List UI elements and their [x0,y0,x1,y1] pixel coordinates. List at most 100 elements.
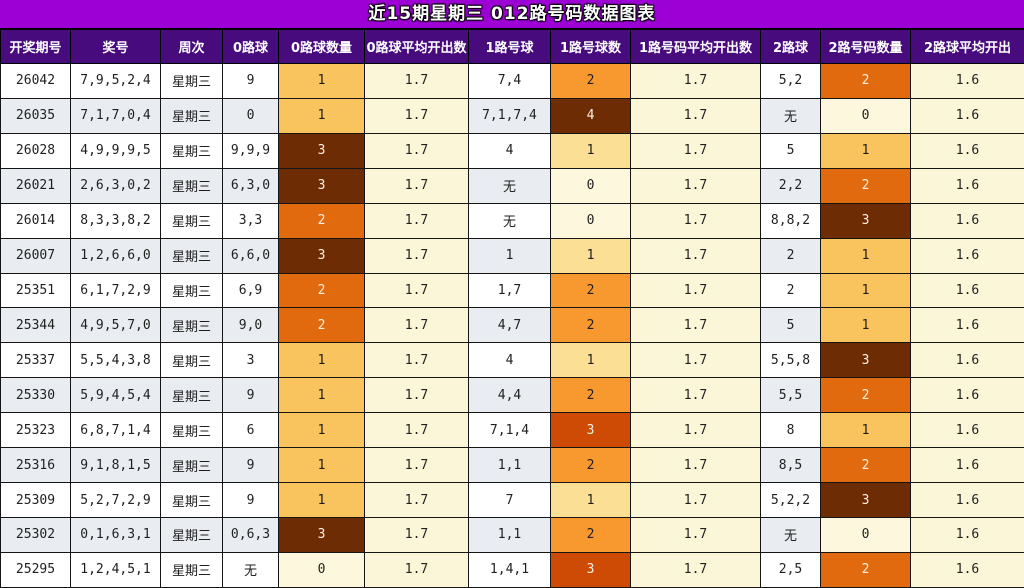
cell-road2-balls: 5,2,2 [760,482,821,518]
cell-winning-numbers: 1,2,6,6,0 [70,237,161,274]
column-header: 1路号码平均开出数 [630,29,761,64]
cell-road0-count: 3 [278,516,365,553]
table-row: 26014 8,3,3,8,2 星期三 3,3 2 1.7 无 0 1.7 8,8,2 3 1.6 [0,202,1024,239]
cell-road0-balls: 9 [222,482,279,518]
cell-road2-count: 1 [820,412,911,449]
cell-road2-balls: 无 [760,97,821,134]
table-body: 26042 7,9,5,2,4 星期三 9 1 1.7 7,4 2 1.7 5,2 2 1.6 2603… [0,63,1024,588]
cell-weekday: 星期三 [160,412,223,449]
cell-road2-average: 1.6 [910,63,1024,99]
cell-issue-number: 26028 [0,132,71,169]
cell-road1-count: 1 [550,342,631,379]
column-header: 1路号球数 [550,29,631,64]
cell-road0-average: 1.7 [364,482,469,518]
cell-road2-count: 3 [820,482,911,518]
cell-road0-balls: 6 [222,412,279,449]
cell-road1-balls: 1,7 [468,272,551,309]
cell-road0-average: 1.7 [364,63,469,99]
cell-road0-average: 1.7 [364,447,469,484]
cell-issue-number: 25295 [0,551,71,588]
cell-issue-number: 26035 [0,97,71,134]
cell-road0-count: 3 [278,237,365,274]
cell-weekday: 星期三 [160,377,223,414]
table-row: 25337 5,5,4,3,8 星期三 3 1 1.7 4 1 1.7 5,5,8 3 1.6 [0,342,1024,379]
cell-road1-balls: 7,4 [468,63,551,99]
cell-road1-balls: 4 [468,342,551,379]
cell-road1-average: 1.7 [630,342,761,379]
cell-winning-numbers: 1,2,4,5,1 [70,551,161,588]
cell-road1-count: 1 [550,237,631,274]
cell-issue-number: 25302 [0,516,71,553]
cell-road1-balls: 4,7 [468,307,551,344]
cell-road1-average: 1.7 [630,551,761,588]
cell-road2-average: 1.6 [910,377,1024,414]
table-row: 25351 6,1,7,2,9 星期三 6,9 2 1.7 1,7 2 1.7 2 1 1.6 [0,272,1024,309]
cell-road1-balls: 1 [468,237,551,274]
cell-road0-count: 0 [278,551,365,588]
cell-winning-numbers: 0,1,6,3,1 [70,516,161,553]
cell-weekday: 星期三 [160,237,223,274]
table-row: 26042 7,9,5,2,4 星期三 9 1 1.7 7,4 2 1.7 5,2 2 1.6 [0,63,1024,99]
cell-road1-balls: 1,4,1 [468,551,551,588]
cell-road1-balls: 1,1 [468,516,551,553]
cell-road0-count: 2 [278,307,365,344]
cell-road0-balls: 6,9 [222,272,279,309]
cell-road1-count: 0 [550,202,631,239]
cell-road0-average: 1.7 [364,307,469,344]
cell-issue-number: 26042 [0,63,71,99]
cell-road1-average: 1.7 [630,272,761,309]
cell-road1-balls: 无 [468,202,551,239]
cell-winning-numbers: 5,9,4,5,4 [70,377,161,414]
cell-winning-numbers: 5,5,4,3,8 [70,342,161,379]
cell-winning-numbers: 6,8,7,1,4 [70,412,161,449]
cell-road2-count: 2 [820,377,911,414]
cell-road0-balls: 9 [222,377,279,414]
cell-road0-count: 2 [278,272,365,309]
table-row: 25323 6,8,7,1,4 星期三 6 1 1.7 7,1,4 3 1.7 8 1 1.6 [0,412,1024,449]
cell-road1-count: 1 [550,132,631,169]
column-header: 奖号 [70,29,161,64]
cell-road1-count: 4 [550,97,631,134]
cell-road0-average: 1.7 [364,412,469,449]
page-title: 近15期星期三 012路号码数据图表 [0,0,1024,29]
cell-issue-number: 25309 [0,482,71,518]
cell-road2-count: 2 [820,167,911,204]
table-row: 25330 5,9,4,5,4 星期三 9 1 1.7 4,4 2 1.7 5,5 2 1.6 [0,377,1024,414]
cell-road0-balls: 0,6,3 [222,516,279,553]
cell-road2-count: 3 [820,202,911,239]
cell-road1-average: 1.7 [630,132,761,169]
cell-road0-balls: 9 [222,447,279,484]
cell-weekday: 星期三 [160,516,223,553]
table-row: 25295 1,2,4,5,1 星期三无 0 1.7 1,4,1 3 1.7 2,5 2 1.6 [0,551,1024,588]
cell-road1-balls: 7 [468,482,551,518]
cell-road2-balls: 2 [760,272,821,309]
cell-road1-average: 1.7 [630,482,761,518]
cell-road2-average: 1.6 [910,132,1024,169]
cell-road1-average: 1.7 [630,377,761,414]
cell-road0-count: 1 [278,447,365,484]
cell-issue-number: 25337 [0,342,71,379]
cell-issue-number: 26007 [0,237,71,274]
cell-road1-count: 2 [550,272,631,309]
cell-road1-average: 1.7 [630,202,761,239]
cell-road2-average: 1.6 [910,202,1024,239]
cell-road0-average: 1.7 [364,377,469,414]
table-row: 25344 4,9,5,7,0 星期三 9,0 2 1.7 4,7 2 1.7 5 1 1.6 [0,307,1024,344]
cell-road2-balls: 2 [760,237,821,274]
cell-road2-balls: 5,5 [760,377,821,414]
cell-road1-count: 2 [550,63,631,99]
cell-road2-balls: 2,5 [760,551,821,588]
cell-road0-count: 1 [278,377,365,414]
column-header: 0路球数量 [278,29,365,64]
cell-road0-average: 1.7 [364,167,469,204]
cell-road1-average: 1.7 [630,167,761,204]
cell-road1-count: 0 [550,167,631,204]
cell-road0-average: 1.7 [364,516,469,553]
cell-road2-balls: 8 [760,412,821,449]
cell-road0-count: 1 [278,342,365,379]
cell-road2-average: 1.6 [910,237,1024,274]
cell-winning-numbers: 4,9,9,9,5 [70,132,161,169]
cell-road0-count: 1 [278,63,365,99]
cell-road2-count: 2 [820,63,911,99]
